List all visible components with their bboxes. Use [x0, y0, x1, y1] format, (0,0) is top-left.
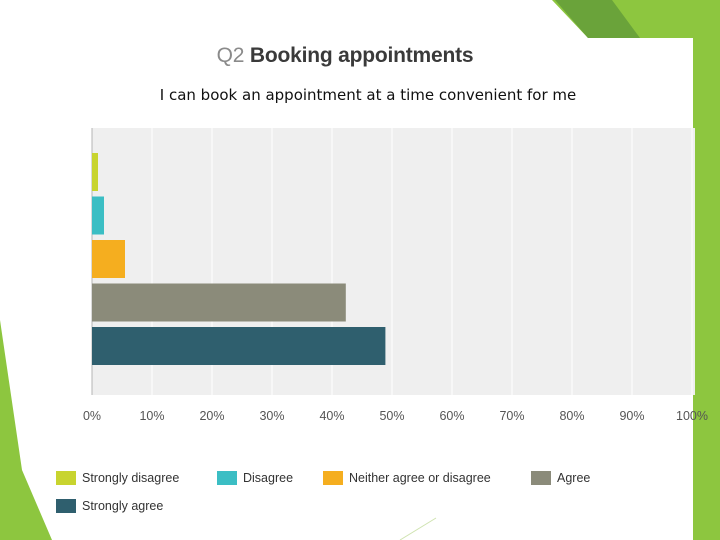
legend-label: Neither agree or disagree — [349, 471, 491, 485]
legend-label: Strongly disagree — [82, 471, 180, 485]
bar — [92, 196, 104, 235]
x-tick-label: 60% — [439, 409, 464, 423]
x-tick-label: 0% — [83, 409, 101, 423]
accent-stripe-bottom-left — [0, 320, 52, 540]
legend-swatch — [531, 471, 551, 485]
x-tick-label: 30% — [259, 409, 284, 423]
x-tick-label: 80% — [559, 409, 584, 423]
x-tick-label: 90% — [619, 409, 644, 423]
accent-stripe-top-right-shade — [555, 0, 640, 38]
legend-label: Agree — [557, 471, 591, 485]
legend-label: Strongly agree — [82, 499, 164, 513]
question-number: Q2 — [216, 44, 245, 67]
x-tick-label: 100% — [676, 409, 708, 423]
legend-item: Strongly disagree — [56, 469, 179, 487]
x-tick-label: 10% — [139, 409, 164, 423]
legend-swatch — [56, 499, 76, 513]
accent-line-bottom — [399, 517, 437, 540]
bar — [92, 327, 386, 365]
x-tick-label: 20% — [199, 409, 224, 423]
question-title: Booking appointments — [249, 44, 474, 67]
legend-item: Agree — [531, 469, 590, 487]
legend-item: Disagree — [217, 469, 293, 487]
x-tick-label: 50% — [379, 409, 404, 423]
x-tick-label: 70% — [499, 409, 524, 423]
legend-item: Strongly agree — [56, 497, 163, 515]
accent-stripe-top-right — [552, 0, 720, 540]
x-axis-ticks: 0% 10% 20% 30% 40% 50% 60% 70% 80% 90% 100% — [83, 409, 708, 423]
x-tick-label: 40% — [319, 409, 344, 423]
legend-swatch — [217, 471, 237, 485]
slide-title: Q2 Booking appointments — [0, 44, 690, 68]
legend-swatch — [323, 471, 343, 485]
legend-item: Neither agree or disagree — [323, 469, 491, 487]
legend-label: Disagree — [243, 471, 294, 485]
question-statement: I can book an appointment at a time conv… — [159, 86, 577, 104]
bar — [92, 240, 125, 278]
legend-swatch — [56, 471, 76, 485]
bar-series — [92, 153, 386, 365]
bar — [92, 283, 346, 322]
bar — [92, 153, 98, 191]
